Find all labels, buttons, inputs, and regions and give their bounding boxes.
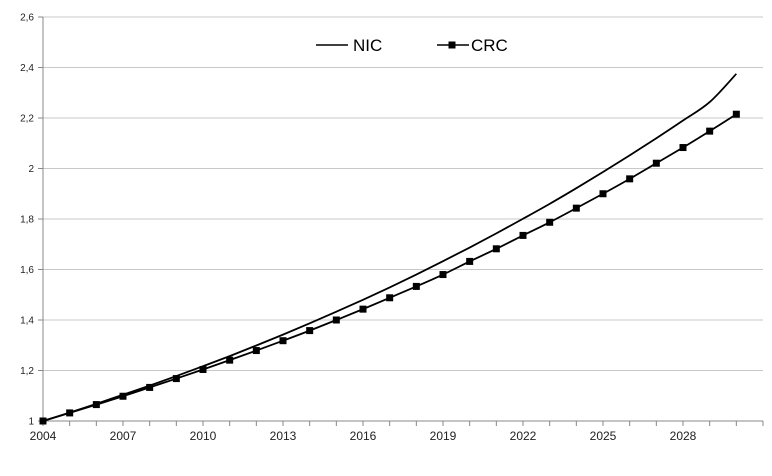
data-point-crc — [119, 392, 127, 400]
data-point-crc — [359, 305, 367, 313]
y-tick-label: 1,8 — [20, 215, 34, 226]
data-point-crc — [252, 347, 260, 355]
data-point-crc — [466, 257, 474, 265]
data-point-crc — [572, 204, 580, 212]
data-point-crc — [519, 231, 527, 239]
legend-label-nic: NIC — [353, 36, 382, 55]
data-point-crc — [39, 417, 47, 425]
data-point-crc — [146, 383, 154, 391]
y-tick-label: 2,4 — [20, 63, 34, 74]
y-axis-ticks: 1 1,2 1,4 1,6 1,8 2 2,2 2,4 2,6 — [20, 13, 43, 428]
data-point-crc — [226, 356, 234, 364]
gridlines — [43, 16, 763, 422]
data-point-crc — [306, 327, 314, 335]
data-point-crc — [492, 245, 500, 253]
data-point-crc — [679, 144, 687, 152]
data-point-crc — [626, 175, 634, 183]
data-point-crc — [546, 218, 554, 226]
data-point-crc — [439, 271, 447, 279]
y-tick-label: 2 — [28, 164, 34, 175]
data-point-crc — [199, 365, 207, 373]
data-point-crc — [652, 159, 660, 167]
legend-label-crc: CRC — [471, 36, 508, 55]
data-point-crc — [706, 127, 714, 135]
series-line-crc — [42, 113, 737, 422]
x-tick-label: 2022 — [510, 429, 537, 443]
x-tick-label: 2016 — [350, 429, 377, 443]
y-tick-label: 2,6 — [20, 13, 34, 24]
series-line-nic — [42, 73, 737, 422]
y-tick-label: 1 — [28, 417, 34, 428]
x-tick-label: 2025 — [590, 429, 617, 443]
x-tick-label: 2019 — [430, 429, 457, 443]
data-point-crc — [172, 375, 180, 383]
series-layer — [39, 73, 740, 425]
x-tick-label: 2007 — [110, 429, 137, 443]
data-point-crc — [386, 294, 394, 302]
legend-marker-crc — [448, 41, 456, 49]
data-point-crc — [412, 282, 420, 290]
x-tick-label: 2004 — [30, 429, 57, 443]
data-point-crc — [92, 401, 100, 409]
x-tick-label: 2028 — [670, 429, 697, 443]
data-point-crc — [599, 190, 607, 198]
data-point-crc — [279, 337, 287, 345]
y-tick-label: 2,2 — [20, 114, 34, 125]
x-tick-label: 2013 — [270, 429, 297, 443]
y-tick-label: 1,4 — [20, 316, 34, 327]
data-point-crc — [732, 110, 740, 118]
data-point-crc — [66, 409, 74, 417]
x-axis-ticks: 2004 2007 2010 2013 2016 2019 2022 2025 2028 — [30, 421, 764, 443]
legend: NIC CRC — [316, 36, 508, 55]
y-tick-label: 1,2 — [20, 366, 34, 377]
data-point-crc — [332, 316, 340, 324]
x-tick-label: 2010 — [190, 429, 217, 443]
y-tick-label: 1,6 — [20, 265, 34, 276]
